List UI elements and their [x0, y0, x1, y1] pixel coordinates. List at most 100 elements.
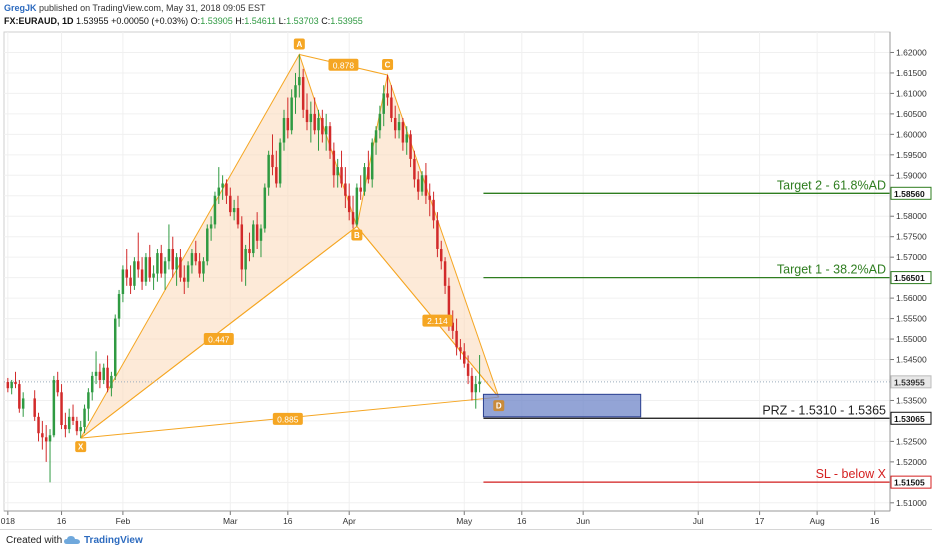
candle-body	[98, 371, 102, 380]
pattern-point-label-C: C	[385, 60, 391, 69]
candle-body	[202, 261, 205, 274]
y-tick-label: 1.55500	[896, 314, 927, 324]
candle-body	[313, 113, 316, 131]
candle-body	[236, 208, 240, 225]
candle-body	[156, 253, 159, 274]
level-label-target: Target 1 - 38.2%AD	[777, 263, 886, 277]
candle-body	[33, 398, 36, 417]
candle-body	[110, 375, 113, 389]
candle-body	[370, 142, 374, 180]
candle-body	[183, 277, 186, 282]
candle-body	[459, 347, 462, 352]
candle-body	[37, 416, 40, 434]
price-chart[interactable]: Target 2 - 61.8%AD Target 1 - 38.2%AD SL -…	[0, 0, 932, 529]
pattern-point-marker[interactable]	[75, 441, 87, 453]
candle-body	[390, 97, 393, 118]
x-tick-label: 16	[57, 516, 67, 526]
ratio-label-box[interactable]	[328, 58, 359, 71]
open-label: O:	[190, 16, 201, 26]
candle-body	[221, 183, 224, 188]
level-label-stop: SL - below X	[816, 467, 887, 481]
candle-body	[175, 257, 178, 270]
candle-body	[90, 375, 94, 393]
y-tick-label: 1.57000	[896, 252, 927, 262]
ratio-label-box[interactable]	[272, 412, 303, 425]
candle-body	[140, 269, 144, 282]
candle-body	[340, 167, 343, 184]
ratio-label: 2.114	[427, 316, 448, 326]
y-tick-label: 1.52000	[896, 457, 927, 467]
x-tick-label: Apr	[343, 516, 356, 526]
candle-body	[305, 109, 309, 123]
candle-body	[424, 175, 428, 196]
candle-body	[209, 224, 213, 229]
price-change: +0.00050 (+0.03%)	[111, 16, 189, 26]
candle-body	[428, 195, 431, 200]
candle-body	[298, 77, 301, 86]
harmonic-pattern[interactable]	[80, 53, 500, 439]
candle-body	[163, 261, 167, 274]
price-tag-box	[890, 375, 932, 389]
y-tick-label: 1.52500	[896, 436, 927, 446]
footer-bar: Created with TradingView	[0, 529, 932, 551]
y-tick-label: 1.51000	[896, 498, 927, 508]
close-value: 1.53955	[330, 16, 363, 26]
y-tick-label: 1.59500	[896, 150, 927, 160]
prz-zone-box[interactable]	[482, 393, 642, 418]
pattern-annotations[interactable]: X A B C D 0.878 0.447 2.114 0.885	[75, 38, 505, 453]
y-tick-label: 1.53500	[896, 395, 927, 405]
candle-body	[44, 437, 48, 442]
candle-body	[301, 77, 305, 110]
candle-body	[14, 382, 17, 385]
candle-body	[359, 187, 362, 192]
tradingview-brand[interactable]: TradingView	[84, 535, 143, 546]
candle-body	[102, 367, 105, 380]
pattern-point-label-X: X	[78, 443, 84, 452]
candle-body	[275, 167, 278, 184]
candle-body	[148, 257, 151, 278]
x-tick-label: Jul	[693, 516, 704, 526]
level-lines[interactable]: Target 2 - 61.8%AD Target 1 - 38.2%AD SL -…	[4, 178, 890, 483]
candle-body	[474, 384, 478, 393]
pattern-point-marker[interactable]	[382, 58, 394, 70]
candle-body	[317, 117, 320, 131]
x-tick-label: May	[456, 516, 473, 526]
y-tick-label: 1.61000	[896, 88, 927, 98]
candle-body	[324, 126, 328, 135]
candle-body	[286, 117, 290, 131]
author-link[interactable]: GregJK	[4, 3, 37, 13]
price-tag-label: 1.58560	[894, 189, 925, 199]
ratio-label: 0.447	[208, 335, 230, 345]
pattern-point-marker[interactable]	[493, 400, 505, 412]
candle-body	[386, 93, 389, 98]
symbol-label[interactable]: FX:EURAUD, 1D	[4, 16, 74, 26]
price-tag-label: 1.51505	[894, 478, 925, 488]
candle-body	[282, 117, 286, 143]
candle-body	[232, 208, 236, 213]
pattern-point-label-D: D	[496, 402, 502, 411]
candle-body	[478, 381, 481, 385]
candle-body	[443, 261, 447, 286]
candle-body	[267, 154, 270, 188]
pattern-point-marker[interactable]	[293, 38, 305, 50]
candle-body	[64, 425, 67, 430]
ratio-label-box[interactable]	[203, 333, 234, 346]
y-tick-label: 1.58000	[896, 211, 927, 221]
pattern-point-marker[interactable]	[351, 229, 363, 241]
time-axis[interactable]: 018 16 Feb Mar 16 Apr May 16 Jun Jul 17 Aug 16	[1, 510, 890, 526]
low-label: L:	[278, 16, 287, 26]
x-tick-label: Jun	[576, 516, 590, 526]
candle-body	[432, 199, 435, 221]
candle-body	[56, 379, 59, 393]
ratio-label-box[interactable]	[422, 314, 453, 327]
candle-body	[10, 382, 13, 389]
price-tags: 1.58560 1.56501 1.53065 1.51505 1.53955	[890, 186, 932, 489]
x-tick-label: 17	[755, 516, 765, 526]
y-tick-label: 1.55000	[896, 334, 927, 344]
candle-body	[351, 212, 355, 225]
publish-info: published on TradingView.com, May 31, 20…	[39, 3, 266, 13]
candle-body	[355, 187, 359, 225]
candle-body	[87, 392, 90, 409]
pattern-point-label-B: B	[354, 231, 360, 240]
candle-body	[332, 150, 336, 176]
